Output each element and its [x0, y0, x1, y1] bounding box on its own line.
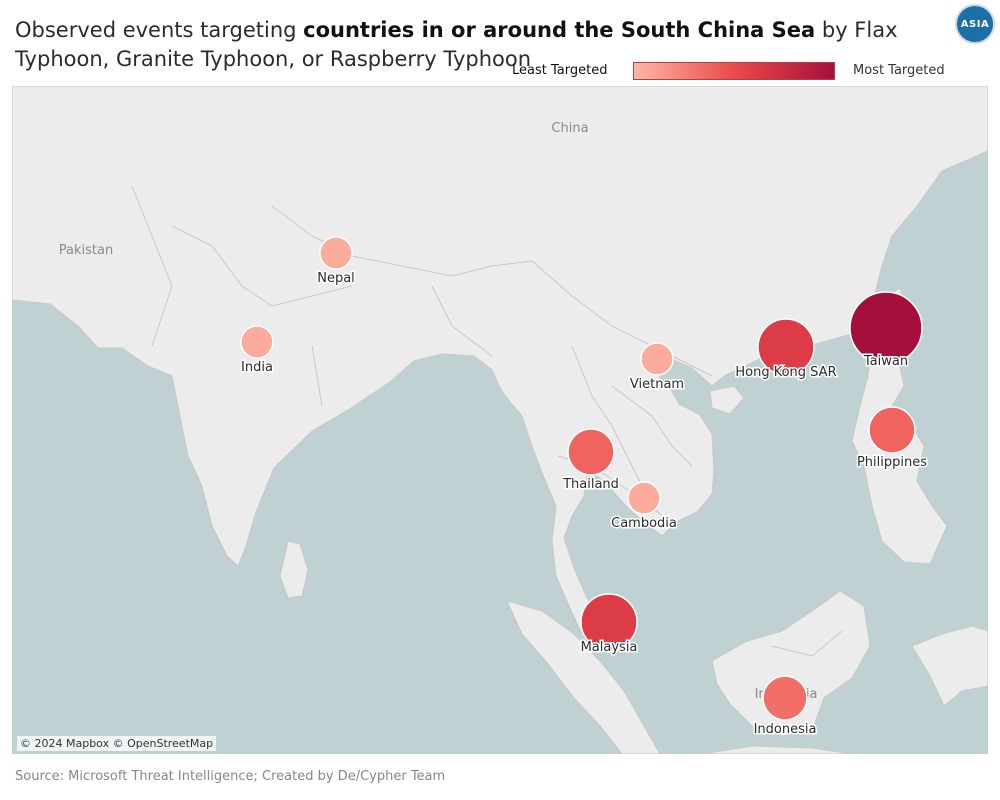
country-label-philippines: Philippines [857, 455, 927, 470]
country-marker-hong-kong-sar[interactable]: Hong Kong SAR [734, 318, 838, 382]
country-circle-nepal[interactable] [319, 236, 353, 270]
title-text: Observed events targeting [15, 18, 304, 42]
border-lines [131, 185, 843, 657]
country-marker-india[interactable]: India [240, 325, 274, 377]
legend-max-label: Most Targeted [853, 63, 945, 78]
legend-min-label: Least Targeted [512, 63, 608, 78]
country-label-thailand: Thailand [562, 477, 619, 492]
landmass-sri-lanka [279, 540, 309, 599]
country-marker-malaysia[interactable]: Malaysia [579, 593, 639, 657]
country-circle-vietnam[interactable] [640, 342, 674, 376]
country-circle-taiwan[interactable] [849, 291, 923, 365]
legend-color-scale [633, 62, 835, 80]
country-circle-hong-kong-sar[interactable] [757, 318, 815, 376]
country-label-cambodia: Cambodia [611, 516, 677, 531]
country-marker-vietnam[interactable]: Vietnam [628, 342, 686, 394]
country-marker-nepal[interactable]: Nepal [316, 236, 356, 288]
landmass-mainland [12, 86, 988, 649]
country-label-taiwan: Taiwan [863, 354, 908, 369]
landmass-borneo [711, 590, 871, 737]
basemap: China Pakistan Indonesia Nepal India Vietnam… [12, 86, 988, 754]
source-footer: Source: Microsoft Threat Intelligence; C… [15, 769, 446, 784]
country-label-hong-kong-sar: Hong Kong SAR [735, 365, 836, 380]
landmass-philippines [851, 343, 948, 565]
map-area[interactable]: China Pakistan Indonesia Nepal India Vietnam… [12, 86, 988, 754]
country-marker-cambodia[interactable]: Cambodia [610, 481, 678, 533]
country-label-india: India [241, 360, 273, 375]
country-label-vietnam: Vietnam [630, 377, 684, 392]
asia-badge-logo: ASIA [955, 4, 995, 44]
region-label-pakistan: Pakistan [59, 243, 113, 258]
landmass-sumatra [506, 600, 661, 754]
region-label-china: China [551, 121, 588, 136]
title-text-suffix: by Flax Typhoon, Granite Typhoon, or Ras… [15, 18, 898, 71]
country-circle-indonesia[interactable] [762, 675, 808, 721]
country-circle-malaysia[interactable] [580, 593, 638, 651]
country-circle-cambodia[interactable] [627, 481, 661, 515]
country-circle-india[interactable] [240, 325, 274, 359]
country-label-malaysia: Malaysia [581, 640, 638, 655]
country-label-nepal: Nepal [317, 271, 355, 286]
landmass-hainan [709, 385, 745, 415]
title-emphasis: countries in or around the South China S… [303, 18, 816, 42]
map-attribution[interactable]: © 2024 Mapbox © OpenStreetMap [17, 736, 217, 751]
country-circle-philippines[interactable] [868, 406, 916, 454]
country-circle-thailand[interactable] [567, 428, 615, 476]
country-marker-thailand[interactable]: Thailand [561, 428, 620, 493]
country-label-indonesia: Indonesia [754, 722, 817, 737]
country-marker-taiwan[interactable]: Taiwan [849, 291, 923, 371]
landmass-java [701, 745, 853, 754]
map-title: Observed events targeting countries in o… [15, 16, 975, 74]
landmass-sulawesi [911, 625, 988, 707]
country-marker-indonesia[interactable]: Indonesia [752, 675, 818, 738]
country-marker-philippines[interactable]: Philippines [855, 406, 929, 471]
